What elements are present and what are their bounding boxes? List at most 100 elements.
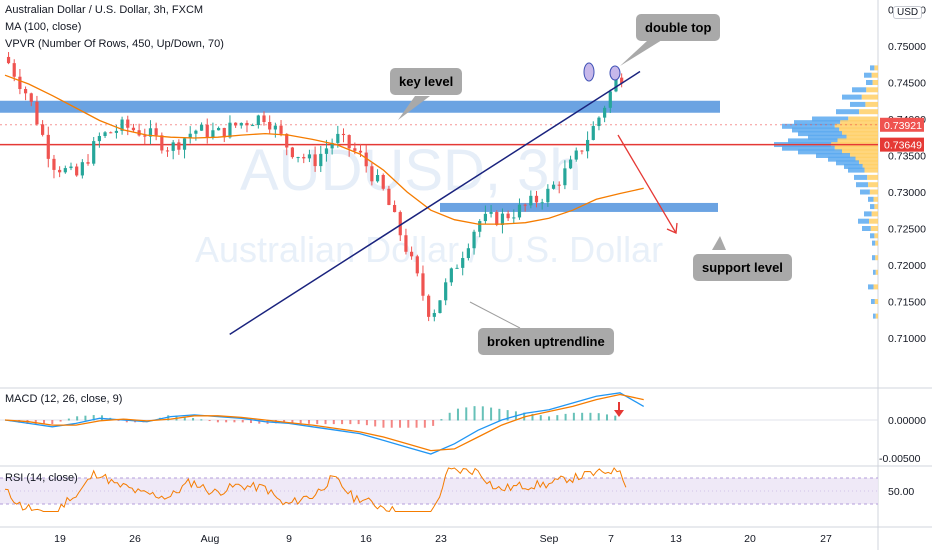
watermark-symbol: AUDUSD, 3h (240, 138, 582, 203)
double-top-marker (609, 65, 621, 81)
vpvr-bar-down (869, 218, 878, 224)
vpvr-bar-up (798, 131, 842, 137)
macd-histogram-bar (465, 407, 468, 421)
vpvr-bar-down (871, 72, 878, 78)
vpvr-legend: VPVR (Number Of Rows, 450, Up/Down, 70) (5, 38, 224, 50)
candle-body (228, 122, 232, 138)
candle-body (109, 132, 113, 134)
candle-body (580, 150, 584, 152)
currency-button[interactable]: USD (893, 6, 923, 19)
candle-body (302, 157, 306, 159)
symbol-legend: Australian Dollar / U.S. Dollar, 3h, FXC… (5, 4, 204, 16)
vpvr-bar-up (808, 134, 847, 140)
vpvr-bar-up (870, 233, 875, 239)
price-tick-label: 0.73000 (888, 187, 926, 199)
vpvr-bar-up (862, 226, 871, 231)
macd-histogram-bar (614, 415, 617, 421)
macd-histogram-bar (250, 420, 252, 424)
candle-body (182, 138, 187, 150)
uptrend-line (229, 70, 641, 335)
candle-body (574, 150, 578, 160)
vpvr-bar-up (870, 65, 875, 71)
candle-body (46, 134, 50, 159)
candle-body (341, 133, 346, 136)
vpvr-bar-down (870, 226, 878, 231)
candle-body (432, 312, 436, 317)
macd-histogram-bar (34, 420, 37, 425)
candle-body (222, 127, 226, 138)
price-tick-label: 0.71500 (888, 297, 926, 309)
vpvr-bar-down (848, 116, 878, 122)
double-top-callout: double top (636, 14, 721, 41)
vpvr-bar-down (873, 196, 878, 202)
macd-line (4, 392, 645, 455)
price-tick-label: 0.74500 (888, 78, 926, 90)
vpvr-bar-up (856, 182, 869, 188)
macd-histogram-bar (531, 413, 534, 421)
vpvr-bar-up (844, 163, 863, 169)
macd-histogram-bar (341, 420, 344, 425)
candle-body (268, 121, 272, 130)
candle-body (620, 77, 624, 84)
price-tag-bg (880, 137, 924, 152)
ma-100-line (4, 74, 644, 225)
vpvr-bar-down (862, 163, 878, 169)
broken-uptrendline-pointer (469, 301, 521, 329)
candle-body (143, 135, 147, 137)
candle-body (585, 139, 590, 152)
vpvr-bar-up (794, 120, 841, 126)
key-level-pointer (398, 96, 430, 120)
time-tick-label: 16 (360, 533, 372, 545)
macd-histogram-bar (506, 410, 509, 421)
candle-body (466, 248, 470, 259)
candle-body (495, 212, 499, 225)
candle-body (614, 77, 618, 92)
macd-histogram-bar (589, 412, 592, 421)
candle-body (461, 258, 465, 268)
candle-body (404, 235, 408, 252)
candle-body (313, 154, 317, 167)
candle-body (529, 195, 533, 206)
macd-tick-label: -0.00500 (879, 453, 921, 465)
candle-body (58, 169, 62, 173)
vpvr-bar-up (864, 211, 872, 217)
macd-tick-label: 0.00000 (888, 415, 926, 427)
candle-body (415, 256, 419, 274)
macd-histogram-bar (498, 408, 501, 421)
candle-body (472, 231, 476, 249)
macd-histogram-bar (192, 418, 195, 421)
vpvr-bar-down (874, 299, 878, 304)
macd-histogram-bar (43, 420, 46, 425)
time-tick-label: Aug (201, 533, 220, 545)
macd-histogram-bar (307, 420, 310, 424)
candle-body (205, 124, 209, 138)
macd-histogram-bar (332, 420, 335, 425)
candle-body (199, 124, 204, 131)
vpvr-bar-up (873, 313, 876, 319)
time-tick-label: 26 (129, 533, 141, 545)
key-level-zone (0, 100, 720, 113)
vpvr-bar-up (852, 87, 867, 93)
candle-body (290, 147, 294, 158)
vpvr-bar-down (869, 189, 878, 195)
macd-histogram-bar (581, 412, 584, 421)
macd-histogram-bar (490, 407, 493, 421)
candle-body (160, 135, 164, 151)
vpvr-bar-down (842, 131, 878, 137)
candle-body (126, 119, 130, 128)
vpvr-bar-up (836, 109, 860, 115)
macd-histogram-bar (84, 415, 87, 421)
candle-body (69, 166, 73, 169)
macd-histogram-bar (291, 420, 294, 423)
candle-body (438, 300, 442, 313)
macd-histogram-bar (415, 420, 418, 428)
candle-body (52, 158, 56, 170)
macd-histogram-bar (216, 420, 219, 423)
candle-body (177, 142, 181, 150)
macd-signal-line (4, 393, 644, 452)
candle-body (29, 93, 33, 102)
macd-histogram-bar (399, 420, 402, 428)
macd-histogram-bar (67, 418, 70, 421)
candle-body (540, 202, 544, 204)
